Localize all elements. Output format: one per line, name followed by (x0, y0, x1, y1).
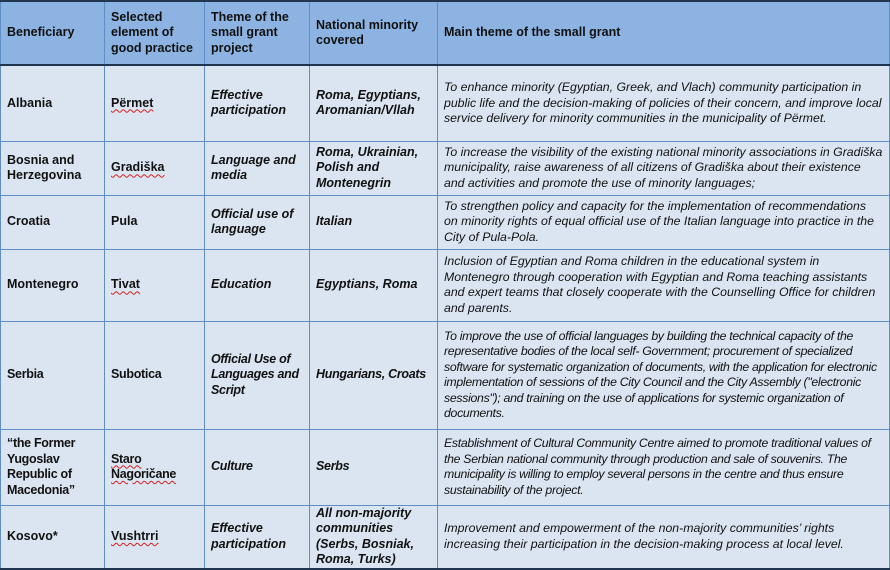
selected-element-cell-text: Subotica (111, 367, 162, 382)
header-beneficiary: Beneficiary (0, 0, 105, 66)
selected-element-cell-text: Tivat (111, 277, 140, 292)
main-theme-cell: To increase the visibility of the existi… (437, 140, 890, 196)
main-theme-cell-text: To strengthen policy and capacity for th… (444, 198, 874, 244)
selected-element-cell: Vushtrri (104, 504, 205, 569)
header-theme: Theme of the small grant project (204, 0, 310, 66)
table-row: Kosovo* Vushtrri Effective participation Al… (0, 504, 890, 569)
selected-element-cell: Tivat (104, 248, 205, 322)
theme-cell: Effective participation (204, 64, 310, 142)
theme-cell-text: Culture (211, 459, 253, 474)
main-theme-cell-text: To increase the visibility of the existi… (444, 144, 883, 190)
main-theme-cell: Improvement and empowerment of the non-m… (437, 504, 890, 569)
selected-element-cell-text: Pula (111, 214, 138, 229)
selected-element-cell: Pula (104, 194, 205, 250)
national-minority-cell-text: Egyptians, Roma (316, 277, 418, 292)
theme-cell: Culture (204, 428, 310, 506)
header-main-theme: Main theme of the small grant (437, 0, 890, 66)
theme-cell-text: Official Use of Languages and Script (211, 351, 299, 397)
national-minority-cell-text: Roma, Ukrainian, Polish and Montenegrin (316, 144, 419, 190)
national-minority-cell-text: Serbs (316, 459, 350, 474)
beneficiary-cell-text: Croatia (7, 214, 51, 229)
theme-cell-text: Effective participation (211, 521, 287, 551)
national-minority-cell: Italian (309, 194, 438, 250)
table-row: Albania Përmet Effective participation Roma… (0, 64, 890, 142)
main-theme-cell: To improve the use of official languages… (437, 320, 890, 430)
beneficiary-cell-text: Montenegro (7, 277, 79, 292)
national-minority-cell: Roma, Egyptians, Aromanian/Vllah (309, 64, 438, 142)
national-minority-cell: Hungarians, Croats (309, 320, 438, 430)
theme-cell-text: Official use of language (211, 206, 294, 237)
table-row: Serbia Subotica Official Use of Languages … (0, 320, 890, 430)
beneficiary-cell-text: Serbia (7, 367, 44, 382)
header-national-minority: National minority covered (309, 0, 438, 66)
main-theme-cell-text: Establishment of Cultural Community Cent… (444, 436, 871, 497)
table-row: “the Former Yugoslav Republic of Macedon… (0, 428, 890, 506)
table-row: Croatia Pula Official use of language Itali… (0, 194, 890, 250)
theme-cell-text: Language and media (211, 152, 296, 183)
table-row: Bosnia and Herzegovina Gradiška Language a… (0, 140, 890, 196)
theme-cell-text: Education (211, 277, 272, 292)
beneficiary-cell-text: Bosnia and Herzegovina (7, 152, 82, 183)
theme-cell: Official Use of Languages and Script (204, 320, 310, 430)
main-theme-cell-text: Improvement and empowerment of the non-m… (444, 521, 844, 551)
beneficiary-cell: Serbia (0, 320, 105, 430)
header-selected-element: Selected element of good practice (104, 0, 205, 66)
main-theme-cell: To strengthen policy and capacity for th… (437, 194, 890, 250)
beneficiary-cell: Kosovo* (0, 504, 105, 569)
beneficiary-cell: Croatia (0, 194, 105, 250)
selected-element-cell-text: Vushtrri (111, 528, 159, 543)
theme-cell-text: Effective participation (211, 87, 287, 118)
national-minority-cell: Serbs (309, 428, 438, 506)
theme-cell: Language and media (204, 140, 310, 196)
main-theme-cell-text: Inclusion of Egyptian and Roma children … (444, 254, 876, 315)
table-row: Montenegro Tivat Education Egyptians, Roma I… (0, 248, 890, 322)
main-theme-cell: Establishment of Cultural Community Cent… (437, 428, 890, 506)
national-minority-cell-text: Roma, Egyptians, Aromanian/Vllah (316, 87, 421, 118)
selected-element-cell: Gradiška (104, 140, 205, 196)
selected-element-cell: Staro Nagoričane (104, 428, 205, 506)
beneficiary-cell: Bosnia and Herzegovina (0, 140, 105, 196)
selected-element-cell: Përmet (104, 64, 205, 142)
theme-cell: Education (204, 248, 310, 322)
beneficiary-cell: “the Former Yugoslav Republic of Macedon… (0, 428, 105, 506)
theme-cell: Effective participation (204, 504, 310, 569)
beneficiary-cell-text: Albania (7, 95, 53, 110)
beneficiary-cell: Albania (0, 64, 105, 142)
national-minority-cell-text: Hungarians, Croats (316, 367, 426, 382)
national-minority-cell: All non-majority communities (Serbs, Bos… (309, 504, 438, 569)
main-theme-cell-text: To enhance minority (Egyptian, Greek, an… (444, 80, 882, 125)
selected-element-cell-text: Staro Nagoričane (111, 451, 177, 482)
national-minority-cell: Egyptians, Roma (309, 248, 438, 322)
national-minority-cell: Roma, Ukrainian, Polish and Montenegrin (309, 140, 438, 196)
beneficiary-cell-text: “the Former Yugoslav Republic of Macedon… (7, 436, 76, 497)
main-theme-cell: To enhance minority (Egyptian, Greek, an… (437, 64, 890, 142)
main-theme-cell: Inclusion of Egyptian and Roma children … (437, 248, 890, 322)
beneficiary-cell: Montenegro (0, 248, 105, 322)
beneficiary-cell-text: Kosovo* (7, 528, 58, 543)
national-minority-cell-text: Italian (316, 214, 353, 229)
main-theme-cell-text: To improve the use of official languages… (444, 328, 877, 421)
selected-element-cell: Subotica (104, 320, 205, 430)
theme-cell: Official use of language (204, 194, 310, 250)
selected-element-cell-text: Përmet (111, 95, 154, 110)
header-row: Beneficiary Selected element of good pra… (0, 0, 890, 66)
selected-element-cell-text: Gradiška (111, 160, 165, 175)
national-minority-cell-text: All non-majority communities (Serbs, Bos… (316, 505, 414, 567)
